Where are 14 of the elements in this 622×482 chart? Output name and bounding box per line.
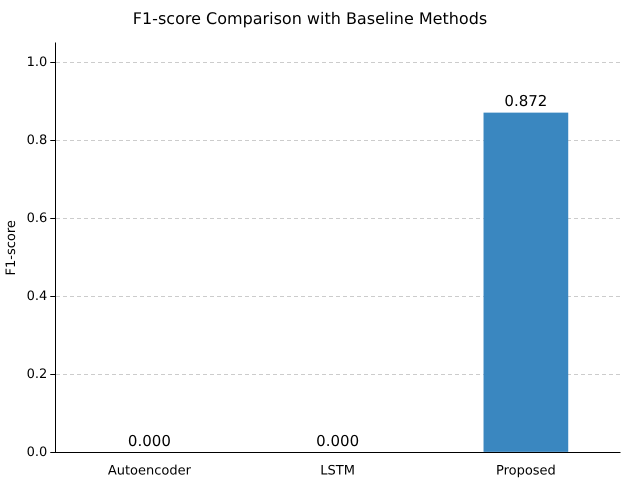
x-tick-label: Autoencoder [108, 464, 192, 479]
y-tick-label: 0.6 [26, 210, 48, 226]
x-tick-label: Proposed [496, 464, 556, 479]
data-label: 0.000 [316, 432, 360, 450]
y-axis-title: F1-score [4, 220, 20, 276]
y-tick-label: 0.0 [26, 444, 48, 460]
y-tick-label: 0.2 [26, 366, 48, 382]
chart-title: F1-score Comparison with Baseline Methods [132, 8, 488, 28]
y-tick-label: 0.4 [26, 288, 48, 304]
y-tick-label: 0.8 [26, 133, 48, 148]
x-tick-label: LSTM [320, 464, 355, 479]
y-tick-label: 1.0 [26, 55, 48, 70]
data-label: 0.000 [128, 432, 171, 450]
data-label: 0.872 [504, 92, 548, 110]
